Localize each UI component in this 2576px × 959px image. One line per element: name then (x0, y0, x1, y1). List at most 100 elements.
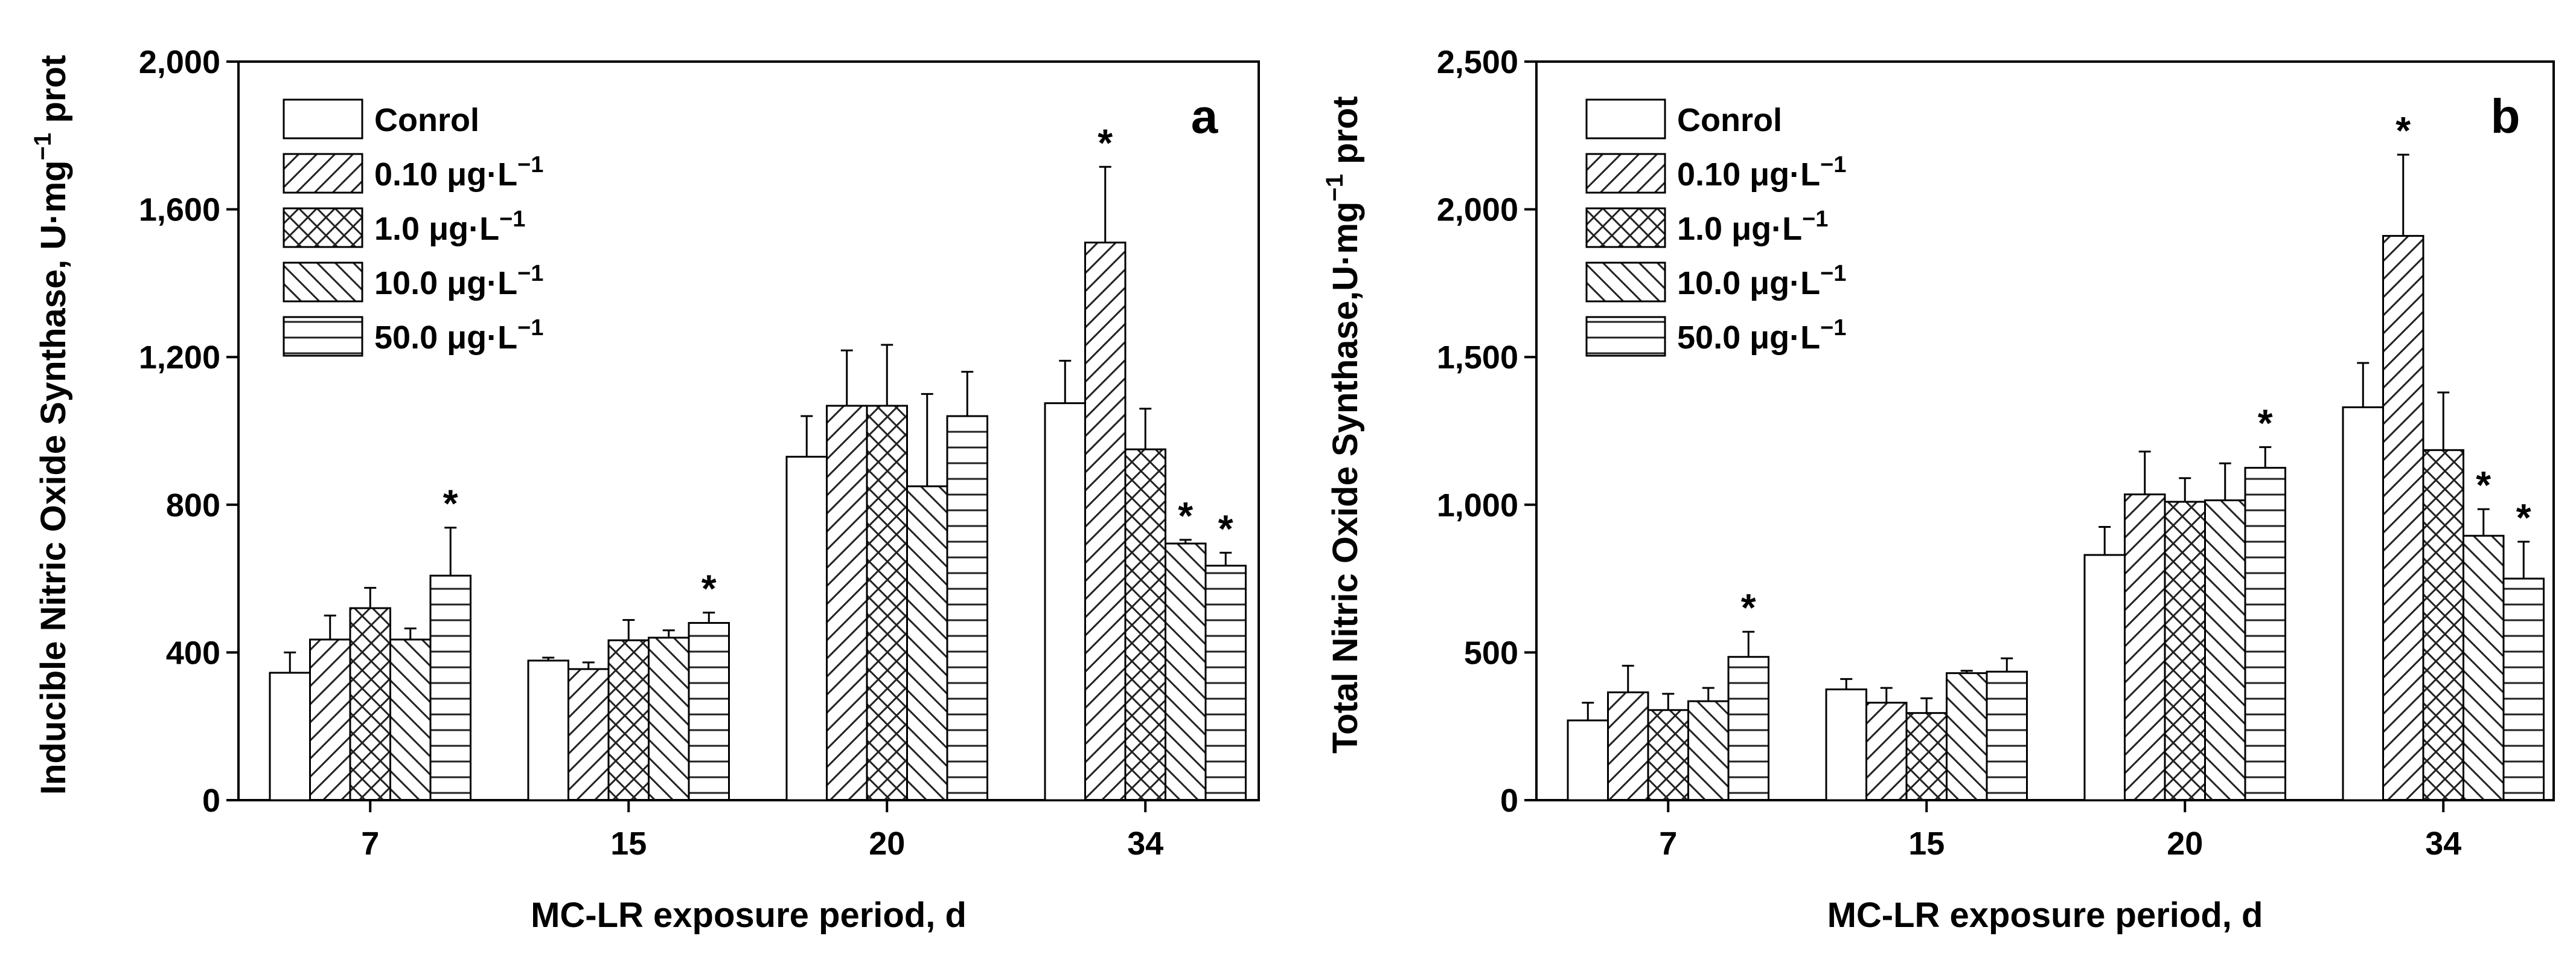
panel-letter: a (1191, 89, 1218, 143)
bar (1647, 709, 1689, 801)
legend-swatch (1585, 98, 1666, 140)
legend-swatch (283, 98, 363, 140)
bar (2342, 406, 2384, 801)
bar (2164, 501, 2206, 801)
significance-star: * (1178, 494, 1193, 537)
panel-a: 0 400 800 1,200 1,600 2,000 7 * 15 * 20 34 * * * Conrol… (30, 44, 1260, 935)
y-tick-label: 500 (1464, 635, 1518, 671)
legend-label-text: 1.0 μg·L (1677, 211, 1802, 247)
legend-label: 0.10 μg·L−1 (1677, 152, 1846, 193)
panel-b: 0 500 1,000 1,500 2,000 2,500 7 * 15 20 * 34 * * * Conr… (1322, 44, 2555, 935)
bar (2463, 534, 2505, 801)
y-axis-title: Inducible Nitric Oxide Synthase, U·mg−1 … (30, 55, 73, 795)
y-axis-title: Total Nitric Oxide Synthase,U·mg−1 prot (1322, 96, 1365, 754)
legend-label: 50.0 μg·L−1 (1677, 315, 1846, 356)
significance-star: * (1218, 507, 1233, 550)
y-tick-label: 2,000 (1437, 192, 1518, 228)
bar (607, 639, 650, 801)
bar (1946, 672, 1988, 801)
y-axis-title-text: Inducible Nitric Oxide Synthase, U·mg (34, 160, 73, 795)
x-tick-label: 7 (1659, 826, 1677, 862)
x-axis-title: MC-LR exposure period, d (1827, 896, 2263, 935)
significance-star: * (1098, 121, 1113, 164)
y-tick-label: 1,600 (139, 192, 220, 228)
legend-label: 10.0 μg·L−1 (1677, 261, 1846, 301)
bar (1865, 702, 1908, 801)
significance-star: * (2476, 463, 2491, 507)
legend-exponent: −1 (517, 315, 543, 341)
bar (866, 405, 908, 801)
legend-exponent: −1 (1820, 152, 1846, 178)
bar (1727, 656, 1769, 801)
y-axis-title-suffix: prot (34, 55, 73, 133)
legend-label: 10.0 μg·L−1 (374, 261, 543, 301)
legend-swatch (1585, 207, 1666, 248)
bar (1204, 565, 1247, 801)
bar (2382, 235, 2424, 801)
legend-exponent: −1 (499, 207, 525, 232)
bar (2083, 554, 2126, 801)
plot-frame (1535, 60, 2555, 801)
legend-label: 1.0 μg·L−1 (1677, 207, 1828, 247)
significance-star: * (1741, 586, 1756, 629)
bar (906, 485, 948, 801)
legend-label-text: Conrol (1677, 102, 1782, 138)
bar (648, 637, 690, 801)
bar (1567, 719, 1609, 801)
legend-label-text: 10.0 μg·L (374, 265, 517, 301)
bar (1084, 242, 1127, 801)
legend-label-text: Conrol (374, 102, 479, 138)
bar (2204, 499, 2246, 801)
bar (1044, 402, 1086, 801)
legend-swatch (283, 153, 363, 194)
y-axis-title-suffix: prot (1326, 96, 1365, 174)
y-axis-title-exponent: −1 (30, 133, 56, 161)
bar (1165, 542, 1207, 801)
legend-swatch (283, 207, 363, 248)
y-tick-label: 1,000 (1437, 487, 1518, 524)
y-tick-label: 2,500 (1437, 44, 1518, 80)
x-tick-label: 15 (610, 826, 647, 862)
bar (567, 668, 610, 801)
legend-exponent: −1 (1820, 315, 1846, 341)
y-axis-title-exponent: −1 (1322, 174, 1348, 202)
y-axis-title-text: Total Nitric Oxide Synthase,U·mg (1326, 202, 1365, 754)
x-tick-label: 20 (869, 826, 905, 862)
y-tick-label: 1,500 (1437, 339, 1518, 376)
significance-star: * (2395, 109, 2411, 152)
legend-swatch (283, 316, 363, 357)
bar (527, 659, 569, 801)
legend-swatch (1585, 261, 1666, 303)
y-tick-label: 400 (166, 635, 220, 671)
y-tick-label: 0 (202, 783, 220, 819)
legend-label: 1.0 μg·L−1 (374, 207, 525, 247)
significance-star: * (2258, 401, 2273, 444)
legend-label: Conrol (374, 102, 479, 138)
legend-label: 50.0 μg·L−1 (374, 315, 543, 356)
y-tick-label: 800 (166, 487, 220, 524)
legend-exponent: −1 (1820, 261, 1846, 286)
bar (1905, 712, 1948, 801)
bar (2422, 449, 2464, 801)
plot-frame (237, 60, 1260, 801)
legend-label-text: 0.10 μg·L (1677, 156, 1820, 193)
y-tick-label: 0 (1500, 783, 1518, 819)
bar (349, 607, 391, 801)
legend-label: 0.10 μg·L−1 (374, 152, 543, 193)
bar (688, 621, 730, 801)
legend-swatch (1585, 153, 1666, 194)
bar (785, 455, 828, 801)
x-tick-label: 34 (1127, 826, 1163, 862)
x-tick-label: 20 (2167, 826, 2203, 862)
bar (2124, 493, 2166, 801)
y-tick-label: 2,000 (139, 44, 220, 80)
bar (389, 638, 432, 801)
legend-exponent: −1 (1802, 207, 1828, 232)
significance-star: * (443, 482, 458, 525)
bar (1986, 670, 2028, 801)
legend-exponent: −1 (517, 152, 543, 178)
panel-letter: b (2491, 89, 2520, 143)
x-tick-label: 34 (2425, 826, 2461, 862)
bar (1825, 688, 1867, 801)
